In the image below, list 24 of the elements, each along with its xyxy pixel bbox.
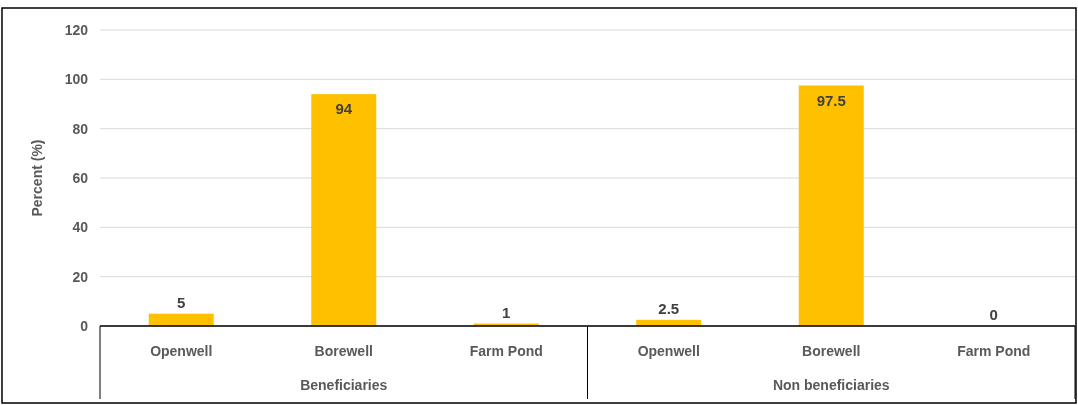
y-axis-title: Percent (%) [29,139,45,217]
y-tick-label: 100 [64,71,89,88]
x-tick-label: Openwell [637,343,700,359]
y-tick-label: 20 [72,268,89,285]
y-tick-label: 120 [64,21,89,38]
data-label: 1 [502,303,511,321]
data-label: 2.5 [658,299,680,317]
y-tick-label: 80 [72,120,89,137]
bar [311,94,377,326]
data-label: 5 [177,293,186,311]
data-label: 97.5 [816,91,846,109]
text: Non beneficiaries [772,377,890,393]
x-tick-label: Openwell [150,343,213,359]
y-tick-label: 60 [72,169,89,186]
x-tick-label: Borewell [802,343,861,359]
x-tick-label: Farm Pond [469,343,543,359]
text: Beneficiaries [300,377,388,393]
data-label: 94 [335,100,353,118]
y-tick-label: 40 [72,219,89,236]
x-tick-label: Farm Pond [957,343,1031,359]
x-tick-label: Borewell [314,343,373,359]
bar [798,85,864,326]
y-tick-label: 0 [80,317,89,334]
data-label: 0 [989,306,998,323]
